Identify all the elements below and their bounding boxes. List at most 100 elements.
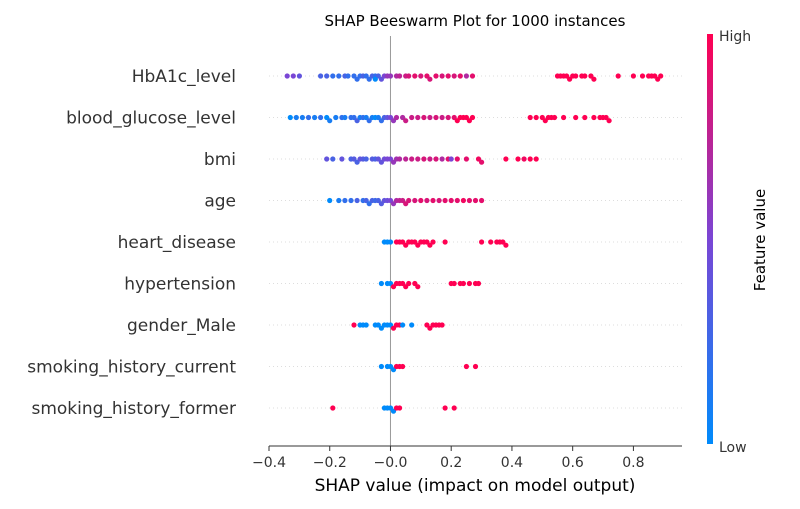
shap-point: [503, 156, 509, 162]
shap-point: [415, 114, 421, 121]
shap-point: [345, 73, 351, 79]
shap-point: [445, 114, 451, 121]
shap-point: [415, 156, 421, 162]
shap-point: [463, 156, 469, 162]
chart-title: SHAP Beeswarm Plot for 1000 instances: [325, 12, 626, 30]
shap-point: [409, 156, 415, 162]
shap-point: [351, 322, 357, 328]
shap-point: [439, 322, 445, 328]
shap-point: [433, 73, 439, 79]
shap-point: [527, 114, 533, 121]
shap-point: [378, 280, 384, 287]
shap-point: [293, 114, 299, 121]
shap-point: [366, 76, 372, 82]
feature-label: HbA1c_level: [132, 67, 236, 87]
feature-label: blood_glucose_level: [66, 109, 236, 129]
colorbar-low-label: Low: [719, 440, 747, 456]
shap-point: [591, 114, 597, 121]
shap-point: [406, 73, 412, 79]
feature-label: heart_disease: [118, 233, 236, 253]
shap-point: [615, 73, 621, 79]
shap-point: [479, 197, 485, 204]
shap-point: [378, 363, 384, 370]
shap-point: [442, 197, 448, 204]
feature-label: gender_Male: [127, 316, 236, 336]
shap-point: [424, 197, 430, 204]
shap-point: [387, 239, 394, 245]
feature-label: age: [204, 192, 236, 212]
shap-point: [451, 280, 457, 287]
shap-point: [466, 197, 472, 204]
shap-point: [542, 118, 548, 124]
shap-point: [421, 114, 427, 121]
shap-point: [551, 114, 558, 121]
shap-point: [503, 242, 509, 248]
shap-point: [318, 114, 324, 121]
shap-point: [479, 159, 485, 165]
shap-point: [436, 197, 442, 204]
shap-point: [363, 322, 369, 328]
shap-point: [533, 114, 539, 121]
x-tick-label: −0.0: [373, 455, 407, 471]
shap-point: [284, 73, 290, 79]
shap-point: [448, 156, 454, 162]
shap-point: [521, 156, 527, 162]
shap-point: [472, 363, 479, 370]
x-tick-label: 0.8: [622, 455, 644, 471]
shap-point: [451, 405, 457, 411]
shap-point: [439, 156, 445, 162]
shap-point: [463, 363, 469, 370]
x-tick-label: 0.2: [440, 455, 462, 471]
shap-point: [582, 73, 588, 79]
shap-point: [448, 197, 454, 204]
shap-point: [339, 156, 345, 162]
shap-point: [445, 73, 451, 79]
feature-label: bmi: [204, 150, 236, 170]
shap-point: [312, 114, 318, 121]
colorbar: [707, 34, 713, 444]
shap-point: [567, 76, 573, 82]
shap-point: [397, 405, 403, 411]
shap-point: [397, 156, 403, 162]
shap-point: [527, 156, 533, 162]
data-points: [284, 73, 664, 414]
shap-point: [324, 73, 330, 79]
shap-point: [290, 73, 296, 79]
shap-point: [533, 156, 539, 162]
shap-point: [318, 73, 324, 79]
shap-point: [430, 239, 436, 245]
feature-label: smoking_history_current: [27, 358, 236, 378]
shap-point: [342, 114, 348, 121]
shap-point: [327, 118, 333, 124]
shap-point: [430, 197, 436, 204]
shap-point: [363, 156, 369, 162]
shap-point: [457, 73, 463, 79]
shap-point: [400, 239, 406, 245]
shap-point: [348, 197, 354, 204]
shap-point: [561, 114, 567, 121]
shap-point: [606, 118, 612, 124]
shap-point: [400, 322, 406, 328]
shap-point: [354, 197, 360, 204]
shap-point: [351, 156, 357, 162]
shap-point: [403, 156, 409, 162]
shap-point: [466, 280, 472, 287]
shap-point: [375, 197, 381, 204]
shap-point: [469, 114, 476, 121]
x-tick-label: −0.2: [313, 455, 347, 471]
shap-point: [299, 114, 305, 121]
shap-point: [372, 76, 378, 82]
shap-point: [460, 280, 466, 287]
shap-point: [573, 73, 579, 79]
shap-point: [582, 114, 588, 121]
shap-point: [400, 280, 406, 287]
shap-point: [658, 73, 664, 79]
shap-point: [366, 201, 372, 207]
shap-point: [330, 73, 336, 79]
shap-point: [427, 156, 433, 162]
shap-point: [630, 73, 637, 79]
shap-point: [418, 197, 424, 204]
shap-point: [342, 197, 348, 204]
